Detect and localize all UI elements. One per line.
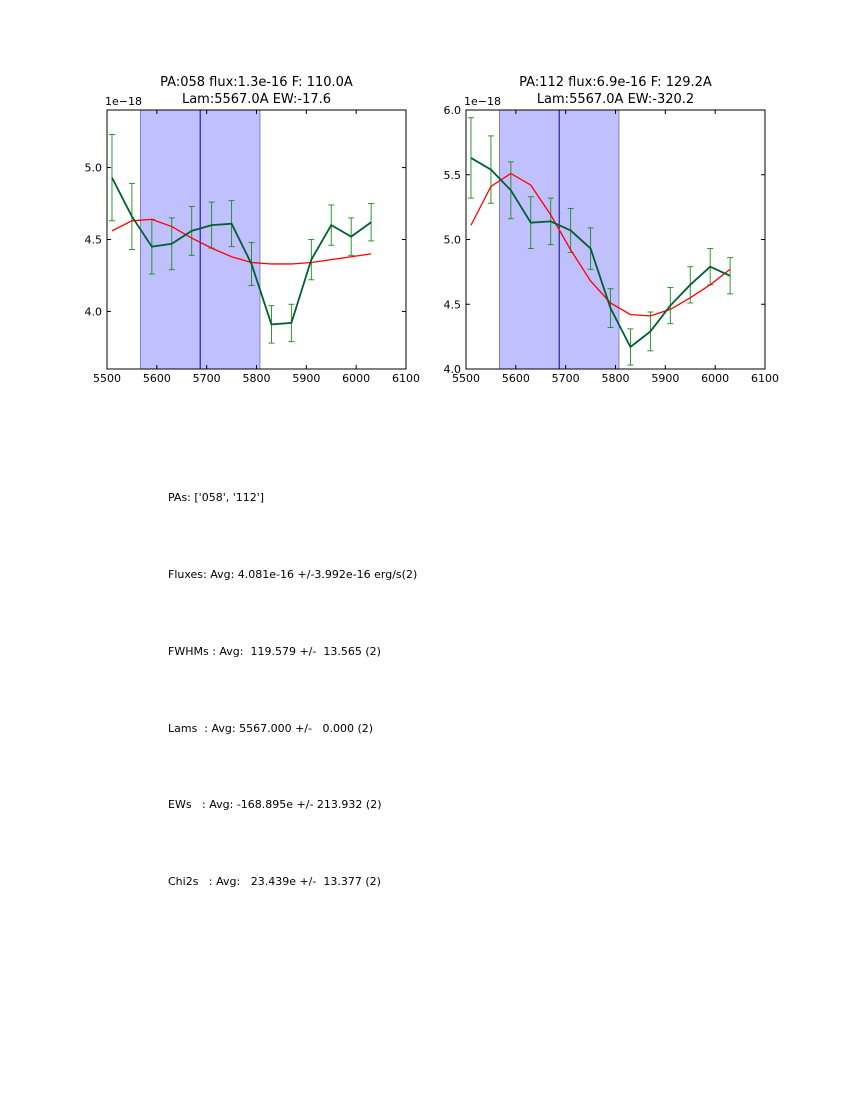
x-tick-label: 5500 (93, 372, 121, 385)
x-tick-label: 5600 (502, 372, 530, 385)
chart-title-line1: PA:058 flux:1.3e-16 F: 110.0A (160, 75, 353, 90)
x-tick-label: 5700 (552, 372, 580, 385)
summary-lams: Lams : Avg: 5567.000 +/- 0.000 (2) (168, 721, 374, 735)
summary-chi2s: Chi2s : Avg: 23.439e +/- 13.377 (2) (168, 875, 381, 889)
x-tick-label: 5500 (452, 372, 480, 385)
y-tick-label: 6.0 (444, 104, 462, 117)
y-offset-label: 1e−18 (464, 95, 501, 108)
x-tick-label: 6100 (392, 372, 420, 385)
x-tick-label: 6100 (751, 372, 779, 385)
x-tick-label: 5900 (651, 372, 679, 385)
y-tick-label: 5.5 (444, 169, 462, 182)
chart-panel-pa058: 5500 5600 5700 5800 5900 6000 6100 4.0 4.5 5.0 1e−… (85, 75, 421, 385)
chart-title-line2: Lam:5567.0A EW:-320.2 (537, 92, 694, 107)
y-tick-label: 5.0 (85, 162, 103, 175)
x-tick-label: 6000 (701, 372, 729, 385)
chart-title-line2: Lam:5567.0A EW:-17.6 (182, 92, 331, 107)
summary-ews: EWs : Avg: -168.895e +/- 213.932 (2) (168, 798, 382, 812)
x-tick-label: 5900 (292, 372, 320, 385)
y-tick-label: 4.0 (85, 305, 103, 318)
fit-summary: PAs: ['058', '112'] Fluxes: Avg: 4.081e-… (168, 434, 417, 920)
model-line (470, 172, 731, 317)
chart-panel-pa112: 5500 5600 5700 5800 5900 6000 6100 4.0 4.5 5.0 5.5… (444, 75, 780, 385)
model-line (111, 218, 372, 265)
data-line (111, 177, 372, 326)
y-tick-label: 5.0 (444, 234, 462, 247)
x-tick-label: 5700 (193, 372, 221, 385)
x-tick-label: 6000 (342, 372, 370, 385)
x-tick-label: 5600 (143, 372, 171, 385)
data-line (470, 157, 731, 349)
y-offset-label: 1e−18 (105, 95, 142, 108)
chart-title-line1: PA:112 flux:6.9e-16 F: 129.2A (519, 75, 712, 90)
summary-fwhms: FWHMs : Avg: 119.579 +/- 13.565 (2) (168, 644, 381, 658)
summary-pas: PAs: ['058', '112'] (168, 491, 265, 505)
y-tick-label: 4.5 (444, 298, 462, 311)
summary-fluxes: Fluxes: Avg: 4.081e-16 +/-3.992e-16 erg/… (168, 567, 418, 581)
x-tick-label: 5800 (602, 372, 630, 385)
x-tick-label: 5800 (243, 372, 271, 385)
y-tick-label: 4.0 (444, 363, 462, 376)
y-tick-label: 4.5 (85, 234, 103, 247)
